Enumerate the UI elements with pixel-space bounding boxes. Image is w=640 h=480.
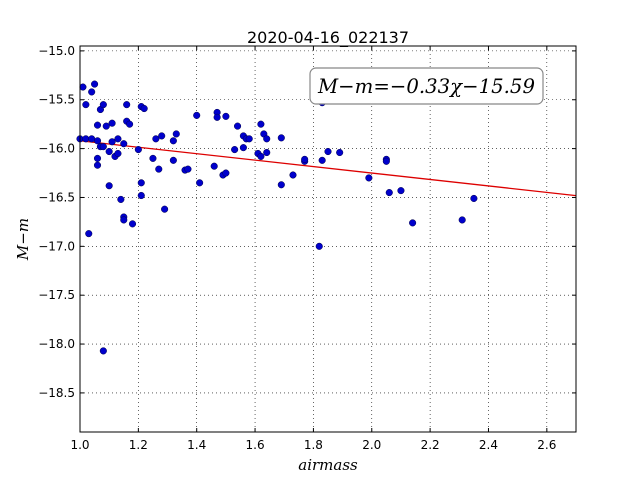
data-point bbox=[213, 113, 221, 121]
data-point bbox=[108, 119, 116, 127]
x-tick-label: 1.6 bbox=[246, 438, 265, 452]
data-point bbox=[382, 157, 390, 165]
y-tick-label: −18.0 bbox=[38, 337, 75, 351]
data-point bbox=[123, 101, 131, 109]
data-point bbox=[397, 187, 405, 195]
x-tick-label: 1.8 bbox=[304, 438, 323, 452]
data-point bbox=[93, 137, 102, 145]
data-point bbox=[108, 138, 116, 146]
x-tick-label: 2.0 bbox=[362, 438, 381, 452]
data-point bbox=[245, 135, 253, 143]
data-point bbox=[128, 220, 137, 228]
y-tick-label: −15.0 bbox=[38, 44, 75, 58]
data-point bbox=[193, 111, 201, 119]
data-point bbox=[222, 112, 230, 120]
data-point bbox=[85, 230, 93, 238]
data-points bbox=[76, 80, 478, 355]
y-tick-label: −18.5 bbox=[38, 386, 75, 400]
data-point bbox=[114, 149, 122, 158]
data-point bbox=[105, 147, 113, 156]
data-point bbox=[114, 135, 122, 143]
plot-frame bbox=[79, 45, 577, 433]
data-point bbox=[470, 194, 478, 202]
data-point bbox=[102, 122, 110, 130]
data-point bbox=[277, 181, 285, 189]
data-point bbox=[134, 146, 142, 154]
data-point bbox=[93, 121, 102, 129]
data-point bbox=[79, 83, 87, 91]
data-point bbox=[126, 120, 134, 128]
data-point bbox=[184, 165, 192, 173]
data-point bbox=[117, 195, 125, 203]
data-point bbox=[93, 154, 102, 162]
data-point bbox=[458, 216, 466, 224]
y-tick-label: −17.0 bbox=[38, 239, 75, 253]
x-tick-label: 2.2 bbox=[421, 438, 440, 452]
data-point bbox=[257, 152, 265, 160]
data-point bbox=[99, 101, 107, 109]
x-tick-label: 1.4 bbox=[187, 438, 206, 452]
data-point bbox=[137, 191, 145, 200]
data-point bbox=[93, 161, 102, 169]
data-point bbox=[336, 148, 344, 157]
data-point bbox=[315, 242, 323, 250]
data-point bbox=[365, 174, 373, 182]
data-point bbox=[318, 156, 326, 164]
x-tick-label: 2.6 bbox=[537, 438, 556, 452]
data-point bbox=[169, 137, 177, 145]
data-point bbox=[120, 140, 128, 148]
x-tick-label: 1.2 bbox=[129, 438, 148, 452]
data-point bbox=[239, 144, 247, 152]
y-tick-label: −15.5 bbox=[38, 93, 75, 107]
data-point bbox=[99, 143, 107, 151]
data-point bbox=[140, 104, 148, 113]
data-point bbox=[161, 205, 169, 213]
data-point bbox=[257, 120, 265, 128]
y-tick-label: −17.5 bbox=[38, 288, 75, 302]
data-point bbox=[234, 122, 242, 130]
data-point bbox=[301, 155, 309, 163]
data-point bbox=[155, 165, 163, 173]
fit-equation-frame bbox=[309, 67, 544, 105]
data-point bbox=[385, 189, 393, 197]
data-point bbox=[152, 135, 160, 143]
fit-equation-label: M−m=−0.33χ−15.59 bbox=[317, 74, 535, 98]
data-point bbox=[277, 134, 285, 142]
data-point bbox=[158, 132, 166, 140]
data-point bbox=[88, 88, 96, 96]
data-point bbox=[82, 101, 90, 109]
data-point bbox=[149, 154, 157, 162]
y-tick-label: −16.5 bbox=[38, 190, 75, 204]
x-tick-label: 2.4 bbox=[479, 438, 498, 452]
data-point bbox=[231, 146, 239, 154]
data-point bbox=[137, 179, 145, 187]
data-point bbox=[120, 216, 128, 224]
y-tick-label: −16.0 bbox=[38, 142, 75, 156]
data-point bbox=[169, 156, 177, 164]
fit-line-group bbox=[79, 140, 577, 197]
data-point bbox=[263, 148, 271, 157]
fit-equation-box: M−m=−0.33χ−15.59 bbox=[309, 67, 544, 105]
chart-title: 2020-04-16_022137 bbox=[247, 28, 409, 48]
data-point bbox=[324, 147, 332, 156]
data-point bbox=[91, 80, 99, 88]
fit-line bbox=[79, 140, 577, 197]
data-point bbox=[196, 179, 204, 187]
y-axis-label: M−m bbox=[14, 218, 32, 261]
x-tick-label: 1.0 bbox=[70, 438, 89, 452]
x-axis-label: airmass bbox=[298, 456, 358, 474]
data-point bbox=[172, 130, 180, 138]
data-point bbox=[210, 162, 218, 170]
data-point bbox=[409, 219, 417, 227]
data-point bbox=[263, 135, 271, 143]
data-point bbox=[99, 347, 107, 355]
data-point bbox=[105, 182, 113, 190]
axis-ticks: 1.0 1.2 1.4 1.6 1.8 2.0 2.2 2.4 2.6 −15.0 −15.5 −16… bbox=[38, 44, 576, 452]
data-point bbox=[222, 169, 230, 177]
data-point bbox=[289, 171, 297, 179]
